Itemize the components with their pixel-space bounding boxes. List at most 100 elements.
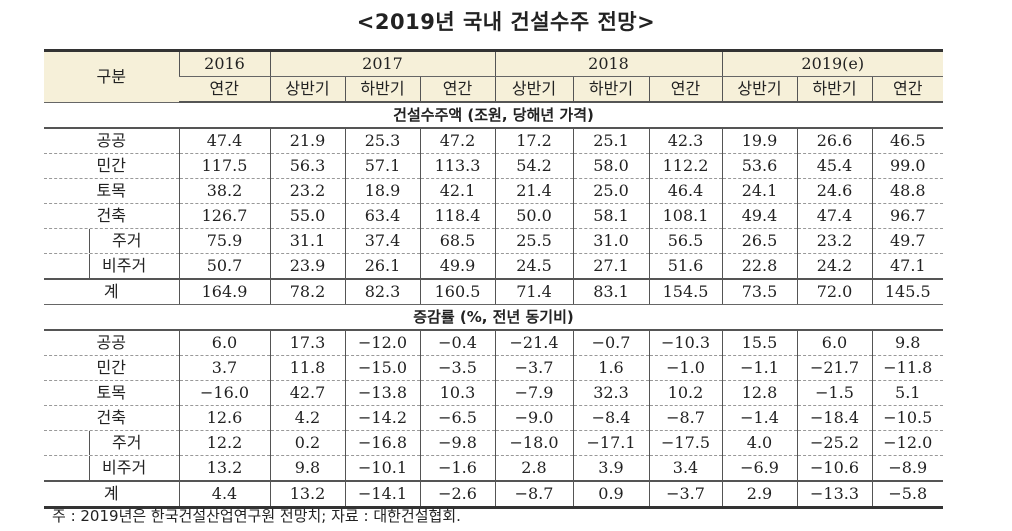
table-cell: −21.7 [796,355,872,381]
table-cell: −10.3 [648,330,722,356]
table-cell: −21.4 [494,330,573,356]
year-header: 2018 [494,49,722,77]
table-cell: 126.7 [178,203,270,229]
year-header: 2017 [269,49,495,77]
table-cell: 47.4 [178,128,270,154]
table-cell: −10.5 [871,405,944,431]
table-cell: 4.4 [178,480,270,509]
row-label: 비주거 [44,455,179,482]
table-cell: 32.3 [572,380,649,406]
table-cell: 2.9 [721,480,797,509]
table-cell: 26.1 [344,253,420,280]
table-cell: 24.5 [494,253,573,280]
row-label: 주거 [44,228,179,254]
table-cell: 18.9 [344,178,420,204]
table-cell: 112.2 [648,153,722,179]
row-label: 건축 [44,203,179,229]
table-cell: 73.5 [721,278,797,305]
table-cell: 108.1 [648,203,722,229]
row-label: 주거 [44,430,179,456]
table-cell: 78.2 [269,278,345,305]
row-label: 건축 [44,405,179,431]
table-cell: 4.2 [269,405,345,431]
table-cell: 47.1 [871,253,944,280]
period-header: 연간 [871,76,944,103]
table-cell: −3.5 [419,355,495,381]
table-cell: 72.0 [796,278,872,305]
table-cell: 11.8 [269,355,345,381]
table-cell: 24.1 [721,178,797,204]
table-cell: −1.0 [648,355,722,381]
table-cell: 3.9 [572,455,649,482]
table-cell: 12.6 [178,405,270,431]
table-cell: 46.4 [648,178,722,204]
table-row: 건축 126.7 55.0 63.4 118.4 50.0 58.1 108.1 49.4 47.… [44,203,944,229]
table-cell: −16.8 [344,430,420,456]
table-cell: −12.0 [344,330,420,356]
indent-divider [44,456,90,480]
corner-header: 구분 [44,49,179,103]
table-cell: −8.4 [572,405,649,431]
table-cell: −6.9 [721,455,797,482]
table-cell: −18.0 [494,430,573,456]
table-cell: 0.2 [269,430,345,456]
row-label: 계 [44,278,179,305]
table-cell: 99.0 [871,153,944,179]
table-cell: −10.1 [344,455,420,482]
table-cell: −13.8 [344,380,420,406]
period-header: 연간 [648,76,722,103]
table-cell: 9.8 [871,330,944,356]
table-cell: 57.1 [344,153,420,179]
table-cell: 164.9 [178,278,270,305]
table-cell: 51.6 [648,253,722,280]
table-cell: 25.0 [572,178,649,204]
table-cell: 47.4 [796,203,872,229]
table-cell: 1.6 [572,355,649,381]
period-header: 하반기 [572,76,649,103]
table-cell: 13.2 [269,480,345,509]
table-cell: 24.6 [796,178,872,204]
table-cell: 42.3 [648,128,722,154]
table-cell: 13.2 [178,455,270,482]
table-cell: 12.8 [721,380,797,406]
table-cell: −3.7 [648,480,722,509]
table-row: 토목 −16.0 42.7 −13.8 10.3 −7.9 32.3 10.2 12.8 −1.5… [44,380,944,406]
table-row: 민간 3.7 11.8 −15.0 −3.5 −3.7 1.6 −1.0 −1.1 −21.7 −1… [44,355,944,381]
table-cell: 25.3 [344,128,420,154]
row-label: 계 [44,480,179,509]
table-cell: 23.9 [269,253,345,280]
table-cell: −2.6 [419,480,495,509]
row-label: 민간 [44,153,179,179]
table-cell: 10.2 [648,380,722,406]
row-label: 민간 [44,355,179,381]
table-cell: 96.7 [871,203,944,229]
section-title: 증감률 (%, 전년 동기비) [44,304,944,331]
table-cell: 58.0 [572,153,649,179]
table-cell: 118.4 [419,203,495,229]
table-cell: 160.5 [419,278,495,305]
table-cell: 31.1 [269,228,345,254]
table-cell: 42.1 [419,178,495,204]
table-cell: −14.2 [344,405,420,431]
table-cell: −17.5 [648,430,722,456]
period-header: 하반기 [344,76,420,103]
table-cell: 0.9 [572,480,649,509]
table-cell: 56.5 [648,228,722,254]
table-row: 비주거 50.7 23.9 26.1 49.9 24.5 27.1 51.6 22.8 24.2 4… [44,253,944,280]
table-cell: 10.3 [419,380,495,406]
table-row: 비주거 13.2 9.8 −10.1 −1.6 2.8 3.9 3.4 −6.9 −10.6 −8.… [44,455,944,482]
section-title: 건설수주액 (조원, 당해년 가격) [44,102,944,129]
table-cell: 46.5 [871,128,944,154]
indent-divider [44,254,90,278]
table-cell: 5.1 [871,380,944,406]
table-cell: 4.0 [721,430,797,456]
table-cell: −25.2 [796,430,872,456]
table-cell: 17.3 [269,330,345,356]
table-cell: −1.4 [721,405,797,431]
table-cell: 50.7 [178,253,270,280]
table-cell: 37.4 [344,228,420,254]
footnote: 주 : 2019년은 한국건설산업연구원 전망치; 자료 : 대한건설협회. [52,507,461,525]
table-cell: 27.1 [572,253,649,280]
period-header: 연간 [179,76,270,103]
table-cell: −8.9 [871,455,944,482]
